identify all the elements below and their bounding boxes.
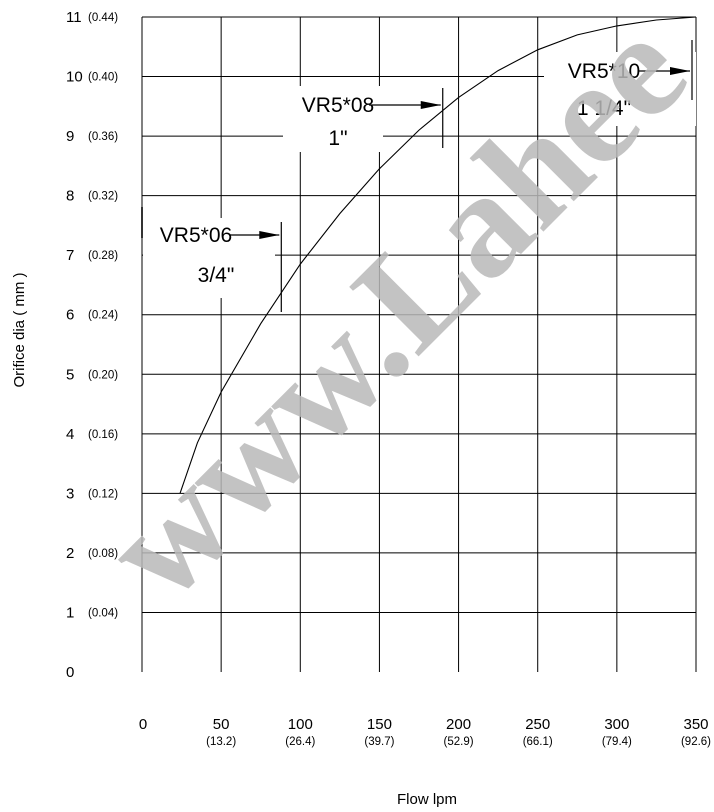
annotation-backdrop — [143, 218, 275, 298]
x-tick-label: 50 — [213, 716, 230, 733]
y-tick-label: 9 — [66, 128, 74, 145]
x-tick-label: 150 — [367, 716, 392, 733]
annotation-layer: VR5*06 3/4" VR5*08 1" VR5*10 1 1/4" — [141, 40, 696, 312]
annotation-arrowhead — [259, 231, 280, 239]
annotation-size-label: 1 1/4" — [577, 97, 631, 120]
x-tick-sublabel: (52.9) — [444, 736, 474, 748]
annotation-backdrop — [283, 86, 383, 152]
y-tick-label: 4 — [66, 426, 74, 443]
x-tick-sublabel: (92.6) — [681, 736, 711, 748]
y-tick-sublabel: (0.16) — [88, 429, 118, 441]
annotation-arrowhead — [420, 101, 441, 109]
x-tick-sublabel: (13.2) — [206, 736, 236, 748]
y-tick-sublabel: (0.40) — [88, 72, 118, 84]
y-tick-label: 11 — [66, 9, 82, 26]
annotation-arrowhead — [670, 67, 690, 75]
y-tick-sublabel: (0.08) — [88, 548, 118, 560]
y-tick-sublabel: (0.28) — [88, 250, 118, 262]
y-tick-sublabel: (0.32) — [88, 191, 118, 203]
x-tick-label: 100 — [288, 716, 313, 733]
y-tick-label: 2 — [66, 545, 74, 562]
x-tick-sublabel: (79.4) — [602, 736, 632, 748]
x-tick-label: 300 — [604, 716, 629, 733]
x-tick-sublabel: (39.7) — [364, 736, 394, 748]
grid-layer — [141, 16, 697, 672]
y-tick-sublabel: (0.20) — [88, 369, 118, 381]
y-tick-sublabel: (0.04) — [88, 607, 118, 619]
y-tick-sublabel: (0.24) — [88, 310, 118, 322]
x-tick-label: 200 — [446, 716, 471, 733]
y-tick-label: 8 — [66, 188, 74, 205]
y-tick-label: 5 — [66, 366, 74, 383]
y-axis-title: Orifice dia ( mm ) — [11, 272, 28, 387]
y-tick-label: 10 — [66, 69, 83, 86]
y-tick-label: 3 — [66, 485, 74, 502]
annotation-backdrop — [544, 52, 696, 126]
annotation-model-label: VR5*06 — [160, 224, 232, 247]
y-tick-label: 7 — [66, 247, 74, 264]
orifice-flow-curve — [179, 16, 697, 494]
x-tick-sublabel: (26.4) — [285, 736, 315, 748]
y-tick-sublabel: (0.12) — [88, 488, 118, 500]
x-tick-label: 250 — [525, 716, 550, 733]
y-tick-label: 0 — [66, 664, 74, 681]
watermark: www.Lahee — [72, 0, 714, 632]
x-axis-title: Flow lpm — [397, 791, 457, 808]
y-tick-sublabel: (0.44) — [88, 12, 118, 24]
annotation-model-label: VR5*10 — [568, 60, 640, 83]
annotation-size-label: 1" — [328, 127, 347, 150]
curve-layer — [179, 16, 697, 494]
y-tick-label: 1 — [66, 604, 74, 621]
x-tick-sublabel: (66.1) — [523, 736, 553, 748]
annotation-model-label: VR5*08 — [302, 94, 374, 117]
annotation-size-label: 3/4" — [198, 264, 235, 287]
x-tick-label: 350 — [683, 716, 708, 733]
y-tick-sublabel: (0.36) — [88, 131, 118, 143]
x-tick-label: 0 — [139, 716, 147, 733]
tick-layer: 0 50(13.2)100(26.4)150(39.7)200(52.9)250(… — [66, 9, 711, 748]
y-tick-label: 6 — [66, 307, 74, 324]
